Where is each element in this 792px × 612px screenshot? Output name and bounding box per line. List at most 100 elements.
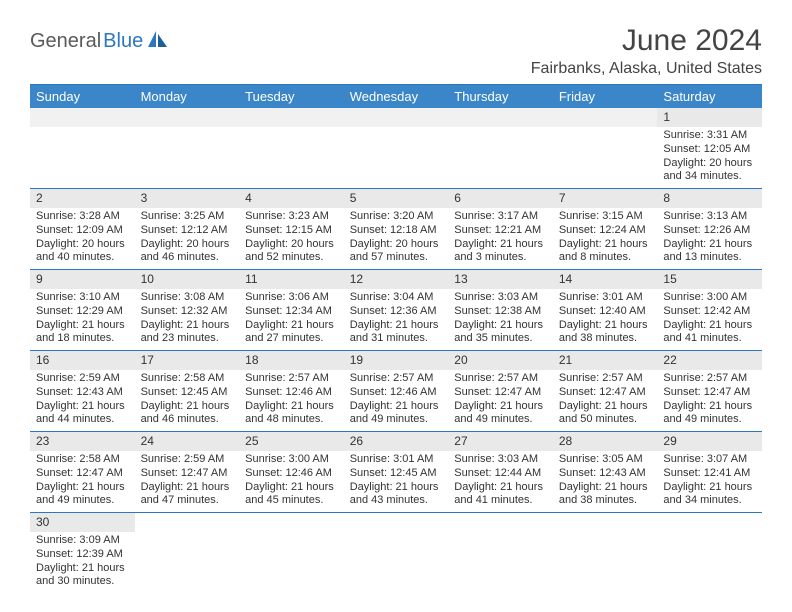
- sunset-text: Sunset: 12:09 AM: [30, 224, 135, 238]
- daylight-text: Daylight: 21 hours and 43 minutes.: [344, 481, 449, 509]
- calendar-day: 8Sunrise: 3:13 AMSunset: 12:26 AMDayligh…: [657, 189, 762, 269]
- title-block: June 2024 Fairbanks, Alaska, United Stat…: [531, 24, 762, 78]
- calendar-empty: [553, 108, 658, 188]
- sunrise-text: Sunrise: 3:17 AM: [448, 210, 553, 224]
- calendar-day: 20Sunrise: 2:57 AMSunset: 12:47 AMDaylig…: [448, 351, 553, 431]
- sunset-text: Sunset: 12:41 AM: [657, 467, 762, 481]
- daylight-text: Daylight: 21 hours and 45 minutes.: [239, 481, 344, 509]
- calendar-empty: [657, 513, 762, 593]
- day-number: 11: [239, 270, 344, 289]
- calendar-empty: [239, 108, 344, 188]
- sunrise-text: Sunrise: 2:57 AM: [657, 372, 762, 386]
- day-number: 8: [657, 189, 762, 208]
- day-number: 17: [135, 351, 240, 370]
- sunset-text: Sunset: 12:12 AM: [135, 224, 240, 238]
- daylight-text: Daylight: 21 hours and 38 minutes.: [553, 481, 658, 509]
- day-number: 14: [553, 270, 658, 289]
- calendar-empty: [344, 108, 449, 188]
- weekday-mon: Monday: [135, 85, 240, 108]
- day-number: 10: [135, 270, 240, 289]
- daylight-text: Daylight: 21 hours and 50 minutes.: [553, 400, 658, 428]
- daylight-text: Daylight: 20 hours and 52 minutes.: [239, 238, 344, 266]
- sunrise-text: Sunrise: 2:59 AM: [30, 372, 135, 386]
- calendar-week: 23Sunrise: 2:58 AMSunset: 12:47 AMDaylig…: [30, 432, 762, 513]
- calendar-week: 30Sunrise: 3:09 AMSunset: 12:39 AMDaylig…: [30, 513, 762, 593]
- daylight-text: Daylight: 20 hours and 46 minutes.: [135, 238, 240, 266]
- daylight-text: Daylight: 20 hours and 40 minutes.: [30, 238, 135, 266]
- day-number: 15: [657, 270, 762, 289]
- day-number: 12: [344, 270, 449, 289]
- calendar-day: 7Sunrise: 3:15 AMSunset: 12:24 AMDayligh…: [553, 189, 658, 269]
- calendar-week: 16Sunrise: 2:59 AMSunset: 12:43 AMDaylig…: [30, 351, 762, 432]
- day-number: 4: [239, 189, 344, 208]
- sunrise-text: Sunrise: 3:28 AM: [30, 210, 135, 224]
- sunset-text: Sunset: 12:47 AM: [135, 467, 240, 481]
- sunrise-text: Sunrise: 3:00 AM: [657, 291, 762, 305]
- day-number: 3: [135, 189, 240, 208]
- daylight-text: Daylight: 21 hours and 18 minutes.: [30, 319, 135, 347]
- sunset-text: Sunset: 12:44 AM: [448, 467, 553, 481]
- logo-text-general: General: [30, 30, 101, 53]
- day-number: 2: [30, 189, 135, 208]
- calendar-week: 1Sunrise: 3:31 AMSunset: 12:05 AMDayligh…: [30, 108, 762, 189]
- calendar-empty: [448, 108, 553, 188]
- calendar-day: 15Sunrise: 3:00 AMSunset: 12:42 AMDaylig…: [657, 270, 762, 350]
- sunrise-text: Sunrise: 3:13 AM: [657, 210, 762, 224]
- daylight-text: Daylight: 21 hours and 3 minutes.: [448, 238, 553, 266]
- daylight-text: Daylight: 21 hours and 23 minutes.: [135, 319, 240, 347]
- sunrise-text: Sunrise: 3:03 AM: [448, 453, 553, 467]
- day-number: 6: [448, 189, 553, 208]
- sunrise-text: Sunrise: 3:23 AM: [239, 210, 344, 224]
- calendar-day: 21Sunrise: 2:57 AMSunset: 12:47 AMDaylig…: [553, 351, 658, 431]
- calendar-empty: [239, 513, 344, 593]
- daylight-text: Daylight: 21 hours and 49 minutes.: [344, 400, 449, 428]
- day-number-empty: [448, 513, 553, 532]
- sunrise-text: Sunrise: 2:57 AM: [553, 372, 658, 386]
- page-title: June 2024: [531, 24, 762, 58]
- calendar-day: 3Sunrise: 3:25 AMSunset: 12:12 AMDayligh…: [135, 189, 240, 269]
- day-number: 29: [657, 432, 762, 451]
- calendar-day: 26Sunrise: 3:01 AMSunset: 12:45 AMDaylig…: [344, 432, 449, 512]
- calendar-day: 25Sunrise: 3:00 AMSunset: 12:46 AMDaylig…: [239, 432, 344, 512]
- daylight-text: Daylight: 21 hours and 38 minutes.: [553, 319, 658, 347]
- calendar: Sunday Monday Tuesday Wednesday Thursday…: [30, 84, 762, 593]
- calendar-empty: [135, 513, 240, 593]
- calendar-day: 2 Sunrise: 3:28 AMSunset: 12:09 AMDayligh…: [30, 189, 135, 269]
- daylight-text: Daylight: 21 hours and 30 minutes.: [30, 562, 135, 590]
- logo: GeneralBlue: [30, 24, 169, 53]
- sunset-text: Sunset: 12:46 AM: [239, 386, 344, 400]
- calendar-empty: [448, 513, 553, 593]
- day-number-empty: [344, 108, 449, 127]
- sunset-text: Sunset: 12:46 AM: [344, 386, 449, 400]
- day-number: 13: [448, 270, 553, 289]
- sunrise-text: Sunrise: 3:15 AM: [553, 210, 658, 224]
- weekday-tue: Tuesday: [239, 85, 344, 108]
- day-number: 27: [448, 432, 553, 451]
- sunrise-text: Sunrise: 2:57 AM: [448, 372, 553, 386]
- header: GeneralBlue June 2024 Fairbanks, Alaska,…: [30, 24, 762, 78]
- calendar-day: 29Sunrise: 3:07 AMSunset: 12:41 AMDaylig…: [657, 432, 762, 512]
- sunrise-text: Sunrise: 3:31 AM: [657, 129, 762, 143]
- sail-icon: [147, 30, 169, 53]
- daylight-text: Daylight: 21 hours and 27 minutes.: [239, 319, 344, 347]
- sunset-text: Sunset: 12:43 AM: [553, 467, 658, 481]
- sunset-text: Sunset: 12:43 AM: [30, 386, 135, 400]
- page-subtitle: Fairbanks, Alaska, United States: [531, 60, 762, 78]
- calendar-empty: [30, 108, 135, 188]
- day-number: 25: [239, 432, 344, 451]
- weekday-thu: Thursday: [448, 85, 553, 108]
- sunset-text: Sunset: 12:05 AM: [657, 143, 762, 157]
- calendar-day: 13Sunrise: 3:03 AMSunset: 12:38 AMDaylig…: [448, 270, 553, 350]
- day-number-empty: [135, 513, 240, 532]
- day-number: 1: [657, 108, 762, 127]
- calendar-day: 10Sunrise: 3:08 AMSunset: 12:32 AMDaylig…: [135, 270, 240, 350]
- sunset-text: Sunset: 12:46 AM: [239, 467, 344, 481]
- sunset-text: Sunset: 12:18 AM: [344, 224, 449, 238]
- sunset-text: Sunset: 12:26 AM: [657, 224, 762, 238]
- day-number: 24: [135, 432, 240, 451]
- day-number: 9: [30, 270, 135, 289]
- sunset-text: Sunset: 12:32 AM: [135, 305, 240, 319]
- calendar-week: 2Sunrise: 3:28 AMSunset: 12:09 AMDayligh…: [30, 189, 762, 270]
- calendar-day: 18Sunrise: 2:57 AMSunset: 12:46 AMDaylig…: [239, 351, 344, 431]
- calendar-day: 30Sunrise: 3:09 AMSunset: 12:39 AMDaylig…: [30, 513, 135, 593]
